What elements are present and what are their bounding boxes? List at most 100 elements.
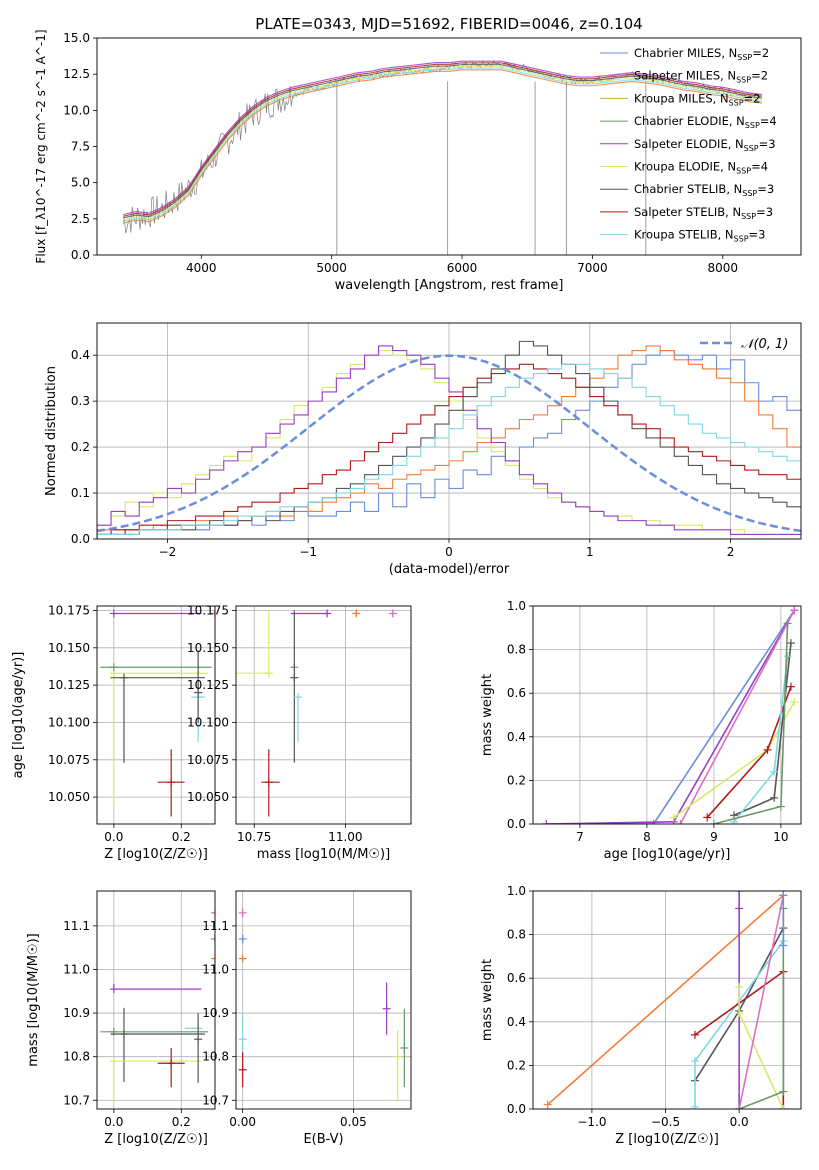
spectrum-panel: 4000 5000 6000 7000 8000 0.0 2.5 5.0 7.5 10.0 12.5… (34, 29, 802, 293)
y-tick-label: 11.0 (63, 962, 90, 976)
legend-label: Kroupa MILES, NSSP=2 (634, 91, 760, 107)
x-tick-label: 4000 (186, 261, 217, 275)
x-tick-label: 2 (727, 545, 735, 559)
y-tick-label: 0.6 (507, 686, 526, 700)
x-tick-label: 0.2 (172, 1115, 191, 1129)
y-tick-label: 10.050 (187, 790, 229, 804)
y-tick-label: 10.150 (187, 641, 229, 655)
x-tick-label: 0.00 (229, 1115, 256, 1129)
y-tick-label: 1.0 (507, 884, 526, 898)
legend-label: Salpeter MILES, NSSP=2 (634, 69, 768, 85)
legend-label: Chabrier STELIB, NSSP=3 (634, 182, 774, 198)
spectrum-model-line (122, 62, 762, 217)
y-tick-label: 10.175 (187, 603, 229, 617)
histogram-step-line (97, 345, 801, 539)
mass_vs_Z-plot-area (100, 908, 215, 1105)
y-tick-label: 7.5 (71, 140, 90, 154)
age_vs_mass-plot-area (236, 609, 397, 817)
x-tick-label: −2 (159, 545, 177, 559)
figure-title: PLATE=0343, MJD=51692, FIBERID=0046, z=0… (255, 15, 642, 33)
legend-label-text: Kroupa STELIB, N (634, 228, 734, 242)
mass_vs_ebv-panel: 0.00 0.05 10.7 10.8 10.9 11.0 11.1 E(B-V) (202, 890, 412, 1147)
residuals-plot-area (97, 340, 801, 539)
y-tick-label: 15.0 (63, 31, 90, 45)
legend-label: Kroupa STELIB, NSSP=3 (634, 228, 765, 244)
legend-label-subscript: SSP (744, 144, 759, 153)
legend-label-suffix: =2 (752, 46, 769, 60)
mass_vs_Z-panel: 0.0 0.2 10.7 10.8 10.9 11.0 11.1 Z [log10(Z/Z☉)… (26, 890, 216, 1147)
axes-frame (235, 890, 412, 1110)
x-tick-label: 7000 (577, 261, 608, 275)
x-tick-label: 1 (586, 545, 594, 559)
axes-frame (532, 890, 802, 1110)
y-tick-label: 10.9 (202, 1006, 229, 1020)
axes-frame (96, 890, 216, 1110)
y-axis-label: mass weight (480, 959, 495, 1041)
legend-label-subscript: SSP (737, 53, 752, 62)
axes-frame (96, 605, 216, 825)
mass-weight-line (547, 894, 784, 1106)
y-tick-label: 0.0 (507, 1102, 526, 1116)
y-tick-label: 10.075 (187, 753, 229, 767)
x-tick-label: 10 (773, 830, 788, 844)
legend-label-text: Chabrier MILES, N (634, 46, 737, 60)
legend-label-text: Salpeter ELODIE, N (634, 137, 744, 151)
y-tick-label: 11.1 (63, 919, 90, 933)
y-tick-label: 11.0 (202, 962, 229, 976)
y-tick-label: 10.175 (48, 603, 90, 617)
y-tick-label: 0.8 (507, 928, 526, 942)
legend-label-subscript: SSP (741, 212, 756, 221)
x-tick-label: 0.05 (340, 1115, 367, 1129)
residuals-panel: −2 −1 0 1 2 0.0 0.1 0.2 0.3 0.4 (data-model)/error… (44, 322, 802, 577)
x-tick-label: 10.75 (237, 830, 271, 844)
mass-weight-line (679, 609, 796, 824)
axes-frame (96, 37, 802, 256)
x-tick-label: 0.0 (104, 1115, 123, 1129)
legend-label-text: Kroupa ELODIE, N (634, 160, 736, 174)
mass_vs_ebv-plot-area (238, 908, 409, 1101)
y-tick-label: 10.125 (187, 678, 229, 692)
x-tick-label: 8 (643, 830, 651, 844)
x-axis-label: Z [log10(Z/Z☉)] (615, 1132, 719, 1147)
y-axis-label: mass weight (480, 674, 495, 756)
mass-weight-line (546, 609, 795, 824)
y-tick-label: 0.1 (71, 486, 90, 500)
y-axis-label: Normed distribution (44, 366, 59, 496)
legend-label-suffix: =3 (749, 228, 766, 242)
legend-label-text: Kroupa MILES, N (634, 91, 729, 105)
legend-label-suffix: =4 (751, 160, 768, 174)
legend-label: Chabrier MILES, NSSP=2 (634, 46, 769, 62)
legend-label: 𝒩(0, 1) (741, 337, 788, 352)
mass-weight-line (733, 656, 789, 823)
y-tick-label: 0.0 (507, 817, 526, 831)
spectrum-plot-area (122, 60, 762, 255)
y-tick-label: 0.4 (71, 348, 90, 362)
y-tick-label: 2.5 (71, 212, 90, 226)
legend-label-suffix: =3 (756, 205, 773, 219)
spectrum-model-line (122, 67, 762, 222)
axes-frame (532, 605, 802, 825)
y-tick-label: 0.2 (71, 440, 90, 454)
y-tick-label: 0.6 (507, 971, 526, 985)
x-axis-label: Z [log10(Z/Z☉)] (104, 847, 208, 862)
spectrum-model-line (122, 60, 762, 216)
normal-curve-line (97, 354, 801, 533)
y-tick-label: 10.050 (48, 790, 90, 804)
legend-label: Salpeter STELIB, NSSP=3 (634, 205, 773, 221)
legend-label-text: Chabrier ELODIE, N (634, 114, 745, 128)
mass-weight-line (738, 895, 785, 1109)
y-tick-label: 12.5 (63, 67, 90, 81)
age_vs_mass-panel: 10.75 11.00 10.050 10.075 10.100 10.125 10.150… (187, 603, 412, 862)
spectrum-model-line (122, 65, 762, 221)
y-tick-label: 10.150 (48, 641, 90, 655)
y-tick-label: 10.8 (202, 1050, 229, 1064)
x-axis-label: mass [log10(M/M☉)] (257, 847, 390, 862)
y-tick-label: 5.0 (71, 176, 90, 190)
legend-label: Chabrier ELODIE, NSSP=4 (634, 114, 777, 130)
legend-label-suffix: =2 (744, 91, 761, 105)
y-tick-label: 10.100 (187, 715, 229, 729)
x-tick-label: 0.2 (172, 830, 191, 844)
legend-label-suffix: =3 (759, 137, 776, 151)
massweight_vs_age-panel: 7 8 9 10 0.0 0.2 0.4 0.6 0.8 1.0 age [log10(age/yr… (480, 599, 802, 862)
y-axis-label: age [log10(age/yr)] (11, 652, 26, 779)
